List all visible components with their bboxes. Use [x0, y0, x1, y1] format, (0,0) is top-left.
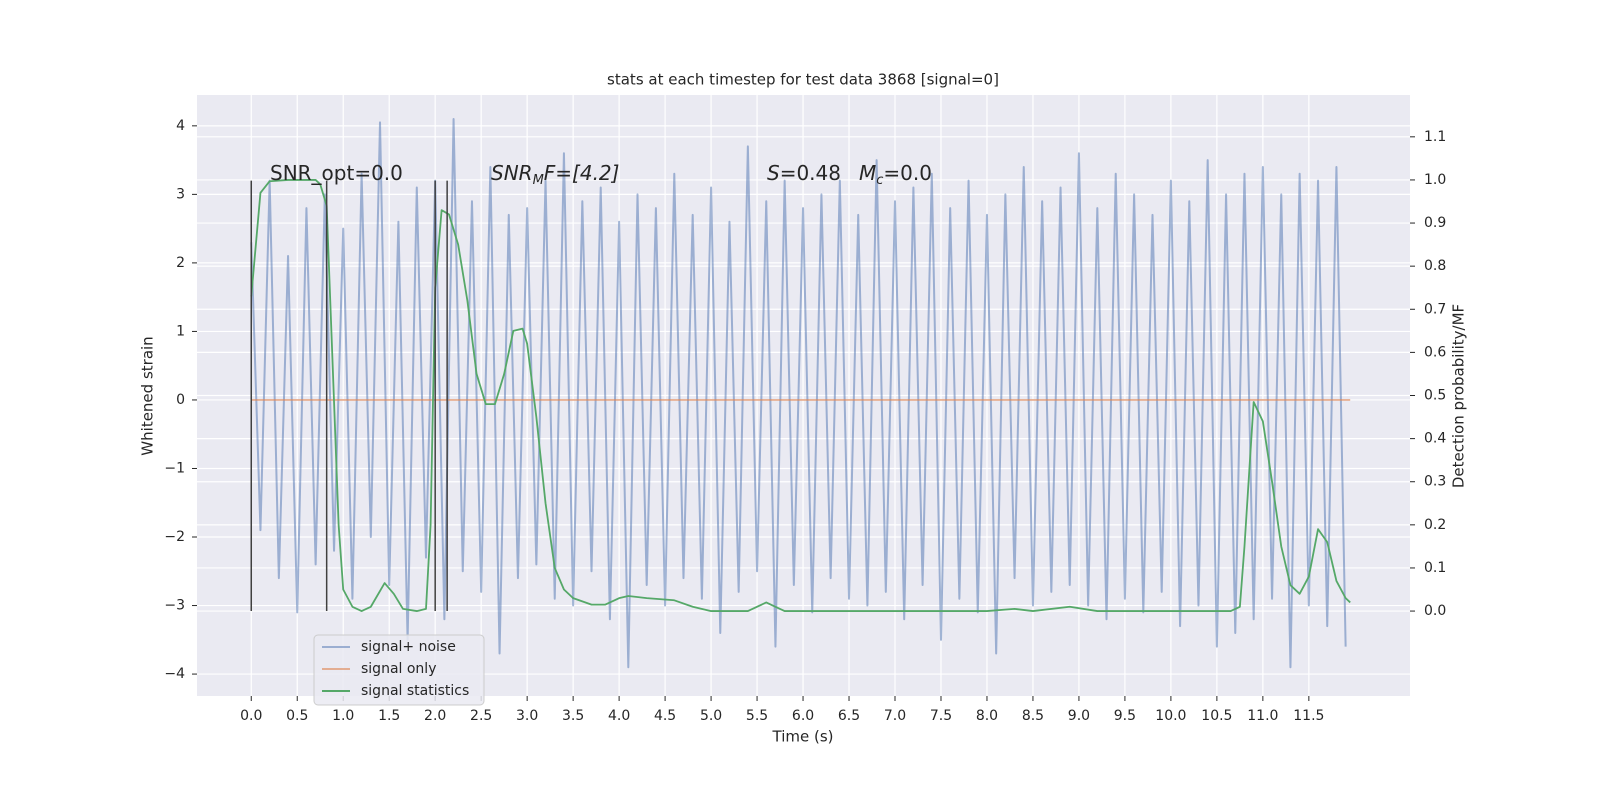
- y2-tick-label: 0.8: [1424, 258, 1446, 274]
- x-tick-label: 5.5: [746, 708, 768, 724]
- y-tick-label: 0: [176, 392, 185, 408]
- y2-tick-label: 0.6: [1424, 344, 1446, 360]
- x-tick-label: 2.5: [470, 708, 492, 724]
- x-tick-label: 3.0: [516, 708, 538, 724]
- x-tick-label: 0.0: [240, 708, 262, 724]
- annotation-part: c: [876, 173, 883, 188]
- x-tick-label: 10.5: [1201, 708, 1232, 724]
- x-tick-label: 2.0: [424, 708, 446, 724]
- y-tick-label: −4: [164, 666, 185, 682]
- annotation-part: =0.48: [780, 161, 841, 185]
- x-tick-label: 8.0: [976, 708, 998, 724]
- y2-tick-label: 0.1: [1424, 560, 1446, 576]
- legend-label: signal statistics: [361, 683, 469, 699]
- y-tick-label: 3: [176, 186, 185, 202]
- x-tick-label: 4.5: [654, 708, 676, 724]
- y-tick-label: −3: [164, 598, 185, 614]
- y-tick-label: −1: [164, 460, 185, 476]
- x-tick-label: 7.5: [930, 708, 952, 724]
- x-tick-label: 10.0: [1155, 708, 1186, 724]
- x-tick-label: 1.5: [378, 708, 400, 724]
- annotation-part: SNR: [491, 161, 533, 185]
- x-tick-label: 6.0: [792, 708, 814, 724]
- y-tick-label: 2: [176, 255, 185, 271]
- legend-box: [313, 634, 485, 706]
- x-tick-label: 4.0: [608, 708, 630, 724]
- x-tick-label: 0.5: [286, 708, 308, 724]
- y-axis-label: Whitened strain: [139, 336, 157, 455]
- y2-tick-label: 1.0: [1424, 172, 1446, 188]
- annotation-part: SNR_opt=0.0: [270, 161, 403, 185]
- annotation-part: F=[4.2]: [544, 161, 620, 185]
- annotation-part: S: [767, 161, 780, 185]
- x-tick-label: 6.5: [838, 708, 860, 724]
- x-tick-label: 9.0: [1068, 708, 1090, 724]
- x-tick-label: 1.0: [332, 708, 354, 724]
- annotation-part: M: [859, 161, 876, 185]
- y2-tick-label: 0.2: [1424, 517, 1446, 533]
- x-tick-label: 7.0: [884, 708, 906, 724]
- x-tick-label: 9.5: [1114, 708, 1136, 724]
- legend-label: signal+ noise: [361, 639, 456, 655]
- annotation: SNR_opt=0.0: [270, 161, 403, 185]
- x-tick-label: 11.0: [1247, 708, 1278, 724]
- annotation: SNRMF=[4.2]: [491, 161, 619, 188]
- legend-label: signal only: [361, 661, 436, 677]
- y2-tick-label: 0.7: [1424, 301, 1446, 317]
- annotation: S=0.48 Mc=0.0: [767, 161, 932, 188]
- y2-tick-label: 0.9: [1424, 215, 1446, 231]
- y2-axis-label: Detection probability/MF: [1450, 304, 1468, 488]
- series-line: [250, 117, 1347, 669]
- x-tick-label: 3.5: [562, 708, 584, 724]
- x-tick-label: 5.0: [700, 708, 722, 724]
- y-tick-label: 4: [176, 118, 185, 134]
- series-line: [250, 179, 1351, 612]
- chart-title: stats at each timestep for test data 386…: [607, 71, 999, 89]
- y2-tick-label: 0.0: [1424, 603, 1446, 619]
- y2-tick-label: 0.4: [1424, 431, 1446, 447]
- y-tick-label: −2: [164, 529, 185, 545]
- annotation-part: =0.0: [883, 161, 932, 185]
- y2-tick-label: 0.5: [1424, 388, 1446, 404]
- x-tick-label: 11.5: [1293, 708, 1324, 724]
- x-tick-label: 8.5: [1022, 708, 1044, 724]
- annotation-part: M: [533, 173, 544, 188]
- y-tick-label: 1: [176, 323, 185, 339]
- x-axis-label: Time (s): [772, 728, 834, 746]
- y2-tick-label: 1.1: [1424, 129, 1446, 145]
- y2-tick-label: 0.3: [1424, 474, 1446, 490]
